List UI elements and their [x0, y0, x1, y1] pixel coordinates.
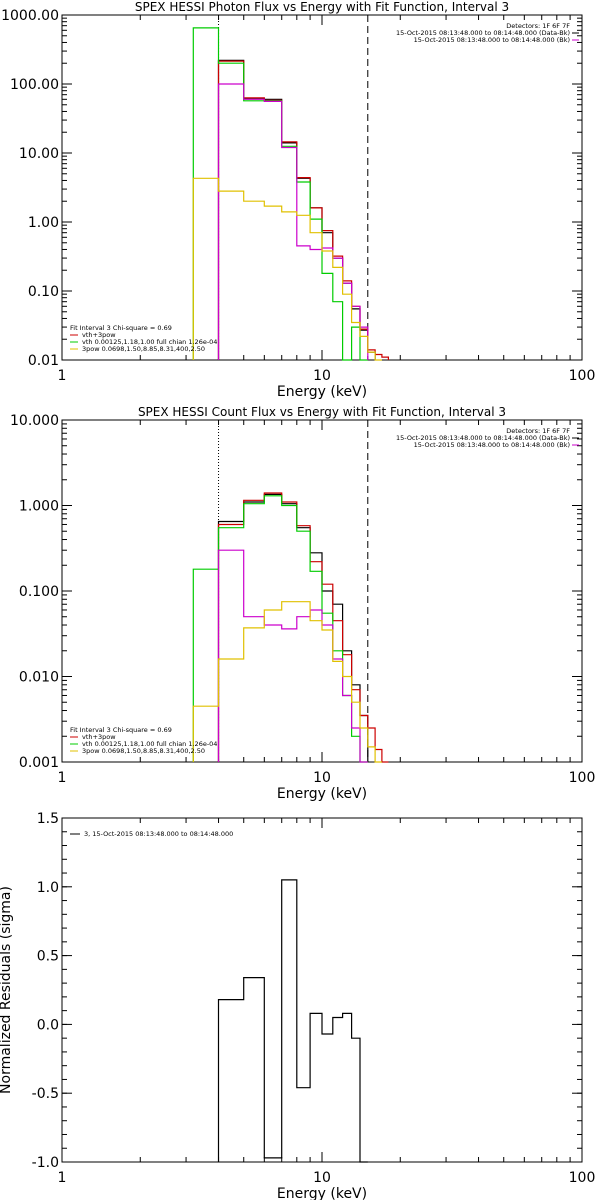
info-line: 15-Oct-2015 08:13:48.000 to 08:14:48.000… [396, 434, 570, 442]
series-group [217, 879, 368, 1163]
series-line [217, 493, 369, 762]
info-line: Detectors: 1F 6F 7F [506, 22, 570, 30]
y-tick-label: 1.5 [37, 811, 59, 827]
y-tick-label: 0.01 [28, 353, 59, 369]
x-axis-label: Energy (keV) [277, 786, 367, 802]
series-line [192, 601, 382, 763]
y-tick-label: -0.5 [32, 1086, 59, 1102]
info-line: 15-Oct-2015 08:13:48.000 to 08:14:48.000… [414, 441, 570, 449]
y-tick-label: 10.000 [10, 413, 59, 429]
series-line [217, 549, 368, 763]
series-group [192, 492, 389, 763]
legend-label: vth 0.00125,1.18,1.00 full chian 1.26e-0… [82, 338, 217, 346]
x-tick-label: 1 [58, 1170, 67, 1186]
chart-title: SPEX HESSI Count Flux vs Energy with Fit… [138, 405, 506, 419]
y-tick-label: -1.0 [32, 1155, 59, 1171]
chart-title: SPEX HESSI Photon Flux vs Energy with Fi… [135, 0, 509, 14]
y-tick-label: 100.00 [10, 77, 59, 93]
legend-label: vth 0.00125,1.18,1.00 full chian 1.26e-0… [82, 740, 217, 748]
x-axis: 1 10 100 [58, 15, 596, 384]
series-line [217, 60, 389, 360]
plot-frame [61, 817, 583, 1163]
series-line [192, 27, 368, 361]
y-tick-label: 0.0 [37, 1017, 59, 1033]
legend-title: Fit Interval 3 Chi-square = 0.69 [70, 726, 172, 734]
series-line [217, 879, 368, 1163]
x-axis-label: Energy (keV) [277, 384, 367, 400]
y-tick-label: 0.010 [19, 670, 59, 686]
legend-label: vth+3pow [82, 331, 116, 339]
y-tick-label: 1000.00 [1, 8, 59, 24]
y-axis: 0.01 0.10 1.00 10.00 100.00 1000.00 [1, 8, 582, 369]
y-tick-label: 0.001 [19, 755, 59, 771]
series-group [192, 27, 389, 361]
x-tick-label: 10 [313, 1170, 331, 1186]
legend-title: Fit Interval 3 Chi-square = 0.69 [70, 324, 172, 332]
y-axis: -1.0 -0.5 0.0 0.5 1.0 1.5 [32, 811, 582, 1171]
panel-2: SPEX HESSI Count Flux vs Energy with Fit… [10, 405, 595, 802]
legend-label: 3pow 0.0698,1.50,8.85,8.31,400,2.50 [82, 747, 205, 755]
y-axis: 0.001 0.010 0.100 1.000 10.000 [10, 413, 582, 771]
legend: 3, 15-Oct-2015 08:13:48.000 to 08:14:48.… [70, 830, 233, 838]
x-axis-label: Energy (keV) [277, 1186, 367, 1200]
x-tick-label: 100 [569, 1170, 596, 1186]
x-tick-label: 100 [569, 770, 596, 786]
x-axis: 1 10 100 [58, 818, 596, 1186]
y-tick-label: 0.10 [28, 284, 59, 300]
y-tick-label: 1.00 [28, 215, 59, 231]
info-line: 15-Oct-2015 08:13:48.000 to 08:14:48.000… [396, 29, 570, 37]
panel-3: 1 10 100 Energy (keV) -1.0 -0.5 0.0 0.5 1.0 1.5 No… [0, 811, 596, 1202]
x-tick-label: 10 [313, 770, 331, 786]
y-axis-label: Normalized Residuals (sigma) [0, 886, 14, 1094]
x-tick-label: 100 [569, 368, 596, 384]
plot-frame [61, 14, 583, 361]
panel-1: SPEX HESSI Photon Flux vs Energy with Fi… [1, 0, 595, 400]
series-line [217, 83, 369, 360]
y-tick-label: 0.5 [37, 949, 59, 965]
legend-label: 3, 15-Oct-2015 08:13:48.000 to 08:14:48.… [84, 830, 233, 838]
y-tick-label: 10.00 [19, 146, 59, 162]
y-tick-label: 1.000 [19, 499, 59, 515]
legend-label: 3pow 0.0698,1.50,8.85,8.31,400,2.50 [82, 345, 205, 353]
legend: Fit Interval 3 Chi-square = 0.69vth+3pow… [70, 324, 217, 353]
series-line [192, 177, 382, 361]
legend: Fit Interval 3 Chi-square = 0.69vth+3pow… [70, 726, 217, 755]
y-tick-label: 0.100 [19, 584, 59, 600]
y-tick-label: 1.0 [37, 880, 59, 896]
x-tick-label: 1 [58, 770, 67, 786]
info-line: 15-Oct-2015 08:13:48.000 to 08:14:48.000… [414, 36, 570, 44]
x-tick-label: 10 [313, 368, 331, 384]
series-line [192, 495, 368, 763]
x-tick-label: 1 [58, 368, 67, 384]
info-line: Detectors: 1F 6F 7F [506, 427, 570, 435]
legend-label: vth+3pow [82, 733, 116, 741]
